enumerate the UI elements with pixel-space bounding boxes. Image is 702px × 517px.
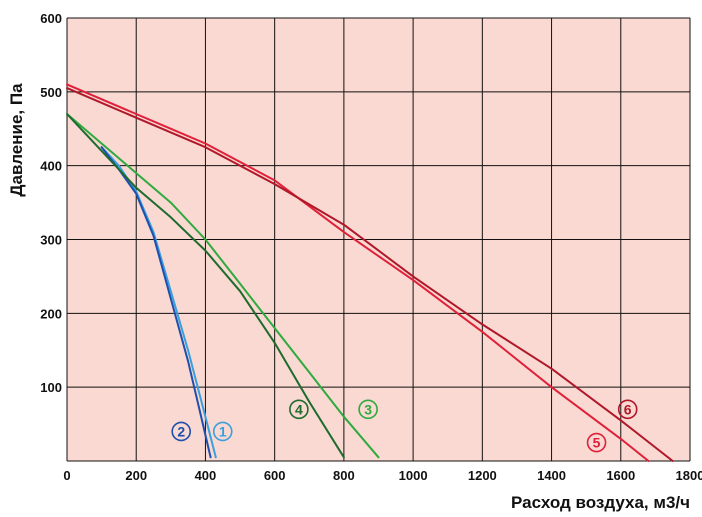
curves [66,83,674,462]
x-axis-ticks: 0 200 400 600 800 1000 1200 1400 1600 1800 [63,468,702,483]
x-tick-label: 200 [125,468,147,483]
y-tick-label: 400 [40,159,62,174]
y-axis-ticks: 100 200 300 400 500 600 [40,11,62,395]
curve-label-circle [212,421,233,442]
curve-label-5: 5 [586,432,607,453]
curve-label-circle [171,421,192,442]
y-tick-label: 300 [40,233,62,248]
x-tick-label: 0 [63,468,70,483]
x-tick-label: 1400 [537,468,566,483]
x-tick-label: 1600 [606,468,635,483]
series-line-5 [66,83,650,462]
y-axis-label: Давление, Па [7,83,26,197]
x-tick-label: 1000 [399,468,428,483]
curve-label-circle [289,399,309,420]
curve-label-3: 3 [358,399,378,420]
y-tick-label: 200 [40,306,62,321]
curve-label-6: 6 [617,399,638,420]
grid [66,17,691,462]
series-line-4 [66,113,345,459]
x-tick-label: 800 [333,468,355,483]
curve-label-text: 3 [364,401,372,417]
curve-label-2: 2 [171,421,192,442]
curve-label-4: 4 [289,399,309,420]
series-line-1 [100,146,217,459]
y-tick-label: 600 [40,11,62,26]
series-line-3 [66,113,380,459]
curve-label-circle [586,432,607,453]
curve-label-text: 4 [295,401,303,417]
curve-label-text: 5 [593,435,601,451]
curve-label-1: 1 [212,421,233,442]
curve-label-circle [617,399,638,420]
y-tick-label: 100 [40,380,62,395]
curve-label-circle [358,399,378,420]
y-tick-label: 500 [40,85,62,100]
curve-labels: 1 2 3 4 5 6 [171,399,638,453]
x-tick-label: 600 [264,468,286,483]
x-tick-label: 1800 [676,468,702,483]
curve-label-text: 1 [219,423,227,439]
series-line-6 [66,87,674,462]
x-tick-label: 1200 [468,468,497,483]
x-axis-label: Расход воздуха, м3/ч [511,493,690,512]
x-tick-label: 400 [195,468,217,483]
curve-label-text: 2 [177,423,185,439]
curve-label-text: 6 [624,401,632,417]
